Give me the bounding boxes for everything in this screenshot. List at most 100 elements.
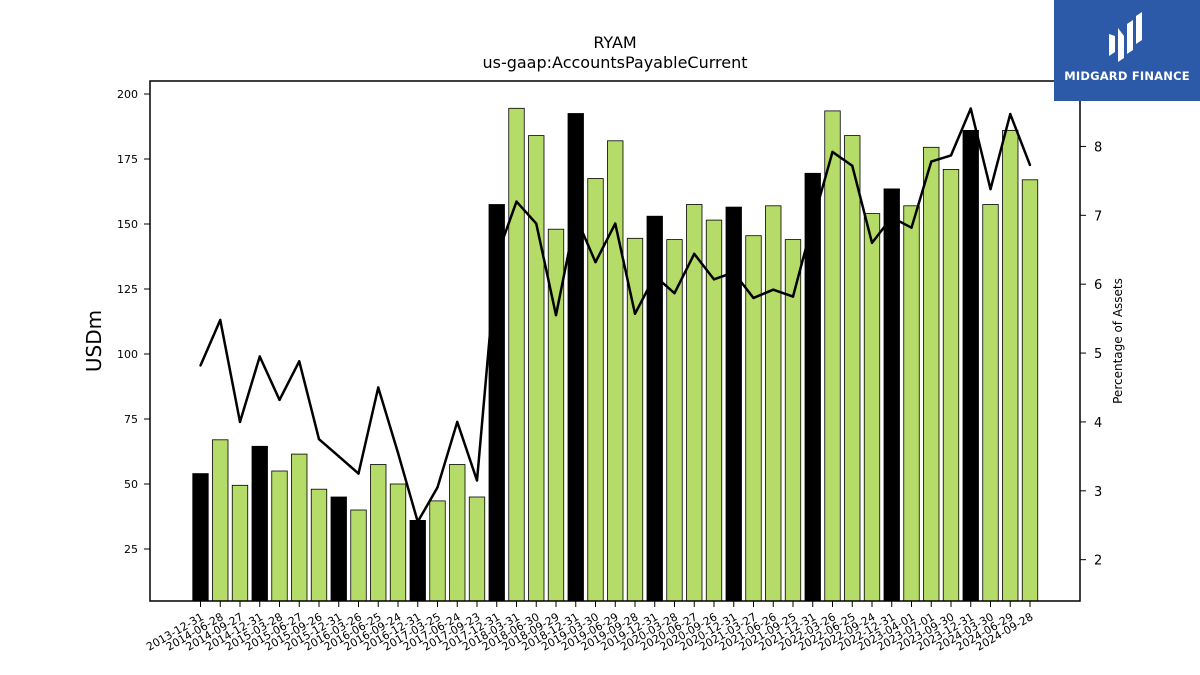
line-point-2022-09-24 (870, 241, 874, 245)
line-point-2023-04-01 (910, 226, 913, 229)
line-point-2020-09-26 (712, 278, 716, 281)
chart-title: RYAM (593, 33, 636, 52)
line-point-2020-12-31 (732, 271, 735, 274)
line-point-2018-06-30 (535, 222, 538, 225)
chart-subtitle: us-gaap:AccountsPayableCurrent (482, 53, 747, 72)
bar-2017-03-25 (429, 500, 446, 602)
y2-tick-label: 6 (1094, 278, 1102, 293)
line-point-2017-03-25 (436, 486, 439, 489)
line-point-2023-07-01 (930, 160, 933, 163)
bar-2016-09-24 (389, 483, 407, 602)
bar-2021-06-26 (765, 205, 782, 602)
y-tick-label: 125 (117, 283, 138, 296)
y2-tick-label: 2 (1094, 554, 1102, 569)
line-point-2015-03-28 (278, 398, 281, 402)
line-point-2019-12-31 (653, 274, 656, 278)
bar-2021-12-31 (804, 172, 821, 602)
line-point-2014-12-31 (258, 355, 261, 358)
y2-tick-label: 7 (1094, 209, 1102, 224)
bar-2022-03-26 (824, 110, 841, 602)
bar-2024-03-30 (982, 204, 999, 602)
bar-2014-09-27 (231, 484, 249, 602)
line-point-2024-03-30 (989, 187, 992, 191)
line-point-2022-12-31 (890, 216, 893, 219)
bar-2019-12-31 (646, 215, 663, 602)
y-axis-label: USDm (82, 310, 106, 372)
line-point-2014-09-27 (238, 420, 242, 424)
line-point-2022-03-26 (831, 150, 834, 154)
line-point-2015-12-31 (337, 455, 340, 458)
y-tick-label: 100 (117, 348, 138, 361)
line-point-2021-12-31 (811, 220, 814, 224)
bar-2016-12-31 (409, 520, 426, 602)
line-point-2014-06-28 (219, 318, 222, 322)
y-tick-label: 200 (117, 88, 138, 101)
y-tick-label: 50 (124, 478, 138, 491)
line-point-2019-03-30 (594, 260, 597, 264)
x-axis: 2013-12-312014-06-282014-09-272014-12-31… (144, 601, 1036, 654)
line-point-2018-03-31 (515, 200, 518, 203)
y-tick-label: 25 (124, 543, 138, 556)
line-point-2021-09-25 (791, 295, 795, 298)
line-layer (199, 107, 1032, 524)
line-point-2022-06-25 (851, 164, 854, 167)
bar-2019-06-29 (607, 140, 624, 602)
y2-tick-label: 8 (1094, 140, 1102, 155)
bar-2016-06-25 (370, 464, 387, 602)
bar-2024-09-28 (1021, 179, 1039, 602)
bar-2023-09-30 (942, 168, 960, 602)
line-point-2020-03-28 (673, 291, 676, 295)
bar-2022-12-31 (883, 188, 900, 602)
bar-2015-12-31 (330, 496, 347, 602)
line-point-2017-12-31 (495, 255, 498, 258)
bars-layer (192, 107, 1039, 602)
line-point-2013-12-31 (199, 364, 202, 367)
bar-2023-07-01 (923, 146, 940, 602)
line-point-2018-09-29 (554, 313, 558, 317)
y2-tick-label: 3 (1094, 485, 1102, 500)
y2-axis: 2 3 4 5 6 7 8 (1080, 140, 1102, 569)
bar-2019-03-30 (587, 178, 604, 602)
bar-2013-12-31 (192, 473, 209, 602)
line-point-2016-03-26 (357, 472, 360, 475)
line-point-2018-12-31 (574, 215, 577, 218)
y2-tick-label: 4 (1094, 416, 1102, 431)
line-point-2020-06-27 (693, 252, 696, 256)
bar-2014-06-28 (212, 439, 229, 602)
bar-2018-12-31 (567, 113, 584, 602)
y-axis: 25 50 75 100 125 150 175 200 (117, 88, 150, 556)
brand-name: MIDGARD FINANCE (1064, 69, 1190, 83)
bar-2020-12-31 (725, 206, 742, 602)
line-point-2021-06-26 (772, 288, 775, 291)
bar-2014-12-31 (251, 445, 268, 602)
bar-2015-03-28 (271, 470, 288, 602)
bar-2023-04-01 (903, 205, 920, 602)
line-point-2023-12-31 (969, 107, 972, 110)
line-point-2016-06-25 (377, 386, 380, 389)
line-point-2017-09-23 (475, 479, 479, 482)
y2-axis-label: Percentage of Assets (1111, 278, 1125, 404)
line-point-2019-09-28 (633, 312, 637, 315)
line-point-2016-09-24 (396, 451, 400, 455)
line-point-2019-06-29 (614, 222, 617, 225)
line-point-2015-09-26 (317, 437, 321, 441)
bar-2016-03-26 (350, 509, 367, 602)
line-point-2017-06-24 (456, 420, 459, 424)
midgard-logo-icon (1109, 12, 1142, 62)
line-point-2024-06-29 (1009, 112, 1012, 116)
y-tick-label: 75 (124, 413, 138, 426)
line-point-2021-03-27 (752, 296, 755, 300)
bar-2022-06-25 (844, 135, 861, 602)
y-tick-label: 150 (117, 218, 138, 231)
line-point-2016-12-31 (416, 520, 419, 523)
line-point-2024-09-28 (1028, 163, 1032, 167)
line-point-2023-09-30 (949, 154, 953, 157)
y-tick-label: 175 (117, 153, 138, 166)
bar-2022-09-24 (863, 213, 881, 602)
line-point-2015-06-27 (298, 360, 301, 363)
bar-2017-06-24 (449, 464, 466, 602)
bar-2015-09-26 (310, 488, 328, 602)
brand-badge: MIDGARD FINANCE (1054, 0, 1200, 101)
y2-tick-label: 5 (1094, 347, 1102, 362)
